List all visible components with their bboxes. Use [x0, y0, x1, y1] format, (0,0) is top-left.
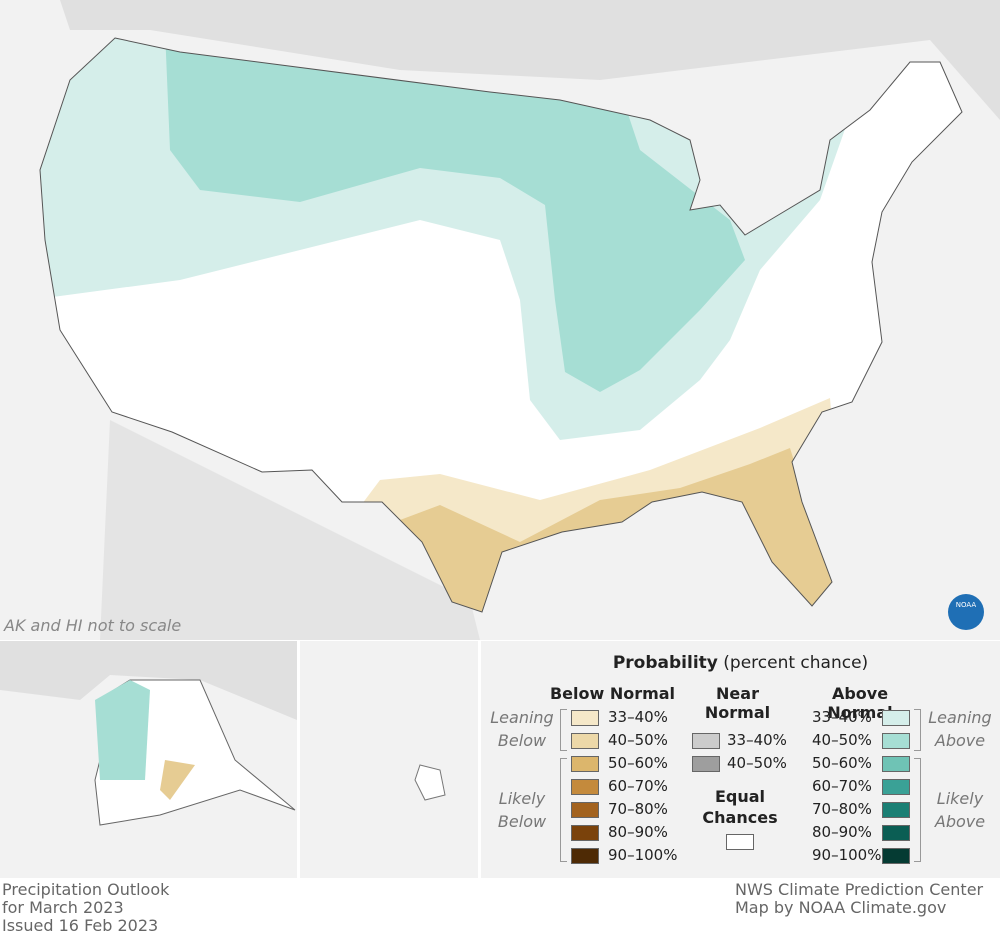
- legend-label: 90–100%: [812, 846, 882, 864]
- mexico: [100, 420, 480, 640]
- legend-swatch: [571, 756, 599, 772]
- legend-swatch: [882, 848, 910, 864]
- legend-swatch: [882, 825, 910, 841]
- us-outline: [39, 37, 963, 613]
- likely-above: Likely Above: [934, 789, 986, 831]
- footer-line: Issued 16 Feb 2023: [2, 916, 159, 935]
- footer-line: Map by NOAA Climate.gov: [735, 898, 947, 917]
- above-heading: Above Normal: [827, 684, 893, 722]
- legend-label: 60–70%: [608, 777, 668, 795]
- equal-chances: Equal Chances: [702, 787, 778, 827]
- canada: [60, 0, 1000, 120]
- legend-swatch: [882, 802, 910, 818]
- legend-label: 80–90%: [812, 823, 872, 841]
- footer-right: NWS Climate Prediction Center Map by NOA…: [735, 881, 983, 917]
- below-heading: Below Normal: [549, 684, 676, 703]
- equal-swatch: [726, 834, 754, 850]
- leaning-below: Leaning Below: [490, 708, 554, 750]
- likely-below: Likely Below: [497, 789, 547, 831]
- legend-swatch: [882, 710, 910, 726]
- legend-swatch: [571, 710, 599, 726]
- bracket: [914, 758, 921, 862]
- hawaii-panel: [300, 641, 478, 878]
- legend-title-main: Probability: [612, 653, 718, 673]
- legend-label: 33–40%: [727, 731, 787, 749]
- legend-label: 80–90%: [608, 823, 668, 841]
- near-heading: Near Normal: [704, 684, 771, 722]
- legend-title: Probability (percent chance): [481, 653, 1000, 673]
- noaa-logo: [948, 594, 984, 630]
- bracket: [560, 758, 567, 862]
- legend-label: 70–80%: [608, 800, 668, 818]
- map: NOAA: [0, 0, 1000, 878]
- legend-swatch: [571, 802, 599, 818]
- legend-label: 33–40%: [812, 708, 872, 726]
- legend-label: 40–50%: [608, 731, 668, 749]
- legend-label: 40–50%: [812, 731, 872, 749]
- legend-swatch: [882, 756, 910, 772]
- legend-label: 40–50%: [727, 754, 787, 772]
- leaning-above: Leaning Above: [928, 708, 992, 750]
- scale-note: AK and HI not to scale: [4, 616, 182, 635]
- legend-swatch: [571, 733, 599, 749]
- noaa-logo-text: NOAA: [956, 601, 977, 609]
- legend-swatch: [692, 756, 720, 772]
- bracket: [914, 709, 921, 751]
- legend-swatch: [571, 848, 599, 864]
- legend-label: 50–60%: [812, 754, 872, 772]
- legend-label: 90–100%: [608, 846, 678, 864]
- likely-above-area: [165, 38, 745, 392]
- legend-swatch: [571, 825, 599, 841]
- legend-label: 60–70%: [812, 777, 872, 795]
- hawaii: [414, 764, 446, 801]
- legend-swatch: [882, 733, 910, 749]
- legend-label: 70–80%: [812, 800, 872, 818]
- footer-line: for March 2023: [2, 898, 124, 917]
- bracket: [560, 709, 567, 751]
- alaska-below: [160, 760, 195, 800]
- legend-label: 33–40%: [608, 708, 668, 726]
- legend-label: 50–60%: [608, 754, 668, 772]
- legend-swatch: [882, 779, 910, 795]
- footer-left: Precipitation Outlook for March 2023 Iss…: [2, 881, 169, 935]
- legend-swatch: [571, 779, 599, 795]
- alaska-above: [95, 680, 150, 780]
- footer-line: Precipitation Outlook: [2, 880, 170, 899]
- legend-subtitle: (percent chance): [723, 653, 869, 673]
- footer-line: NWS Climate Prediction Center: [735, 880, 984, 899]
- legend-swatch: [692, 733, 720, 749]
- alaska-land-bg: [0, 641, 297, 720]
